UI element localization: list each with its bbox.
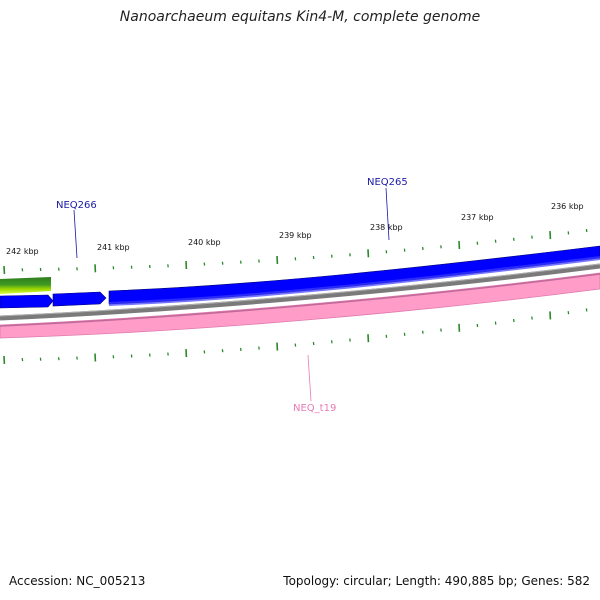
inner-tick-track (3, 308, 588, 364)
neq-t19-leader (307, 354, 312, 402)
cds-block-left (0, 294, 54, 309)
trna-track-dark-edge (0, 273, 600, 327)
cds-block-neq266 (52, 291, 107, 307)
genome-backbone-highlight (0, 263, 600, 317)
gc-content-track (0, 277, 51, 294)
ruler-label-242: 242 kbp (6, 247, 39, 256)
outer-tick-track (3, 229, 588, 275)
feature-label-neq-t19[interactable]: NEQ_t19 (293, 403, 336, 414)
ruler-label-241: 241 kbp (97, 243, 130, 252)
ruler-label-237: 237 kbp (461, 213, 494, 222)
ruler-labels: 242 kbp 241 kbp 240 kbp 239 kbp 238 kbp … (6, 202, 584, 256)
neq265-leader (385, 187, 390, 241)
neq266-leader (73, 209, 78, 259)
cds-track-forward (0, 245, 600, 309)
accession-label: Accession: NC_005213 (9, 574, 146, 588)
feature-label-neq266[interactable]: NEQ266 (56, 200, 97, 211)
ruler-label-239: 239 kbp (279, 231, 312, 240)
map-title: Nanoarchaeum equitans Kin4-M, complete g… (119, 9, 481, 25)
genome-backbone (0, 263, 600, 321)
cds-shadow (109, 256, 600, 306)
ruler-label-236: 236 kbp (551, 202, 584, 211)
feature-labels: NEQ266 NEQ265 NEQ_t19 (56, 177, 408, 414)
feature-label-neq265[interactable]: NEQ265 (367, 177, 408, 188)
ruler-label-240: 240 kbp (188, 238, 221, 247)
genome-summary: Topology: circular; Length: 490,885 bp; … (283, 574, 590, 588)
ruler-label-238: 238 kbp (370, 223, 403, 232)
